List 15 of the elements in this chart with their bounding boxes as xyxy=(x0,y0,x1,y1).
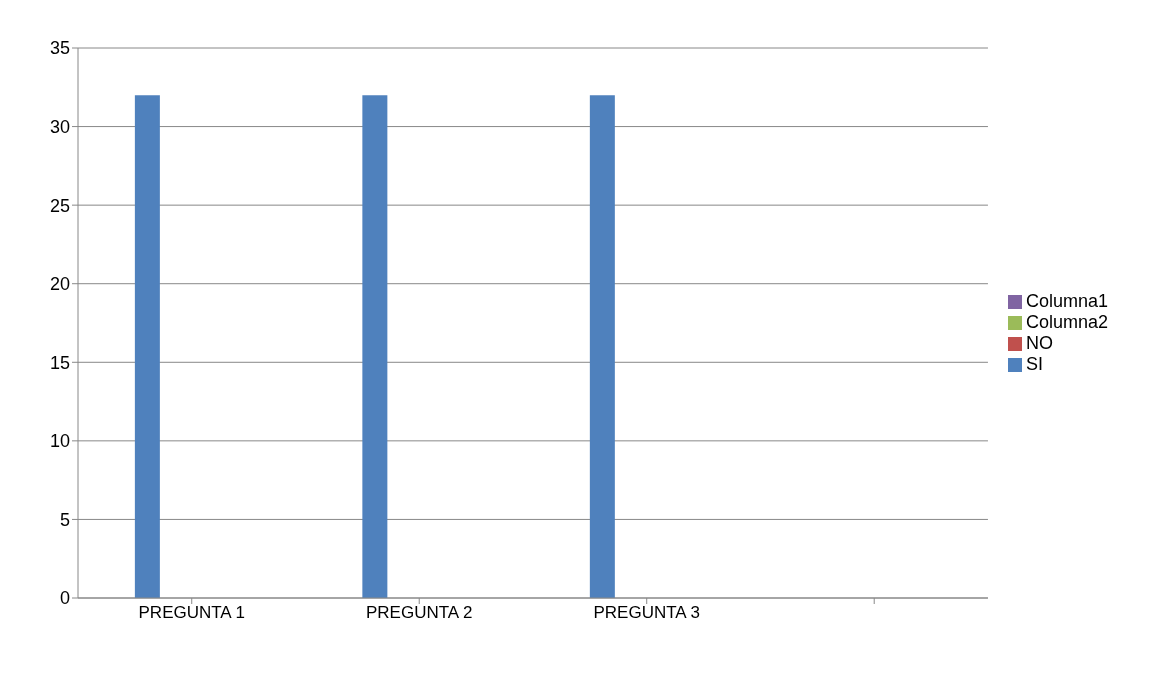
legend-label: SI xyxy=(1025,354,1043,374)
legend-label: Columna2 xyxy=(1025,312,1108,332)
x-tick-label: PREGUNTA 2 xyxy=(366,603,473,623)
x-tick-label: PREGUNTA 3 xyxy=(593,603,700,623)
y-tick-label: 30 xyxy=(49,116,70,137)
legend-label: Columna1 xyxy=(1025,291,1108,311)
y-tick-label: 5 xyxy=(59,509,70,530)
y-tick-label: 0 xyxy=(59,588,70,609)
y-tick-label: 35 xyxy=(49,38,70,59)
legend-label: NO xyxy=(1025,333,1053,353)
y-tick-label: 15 xyxy=(49,352,70,373)
y-tick-label: 25 xyxy=(49,195,70,216)
x-tick-label: PREGUNTA 1 xyxy=(138,603,245,623)
y-tick-label: 20 xyxy=(49,274,70,295)
y-tick-label: 10 xyxy=(49,431,70,452)
